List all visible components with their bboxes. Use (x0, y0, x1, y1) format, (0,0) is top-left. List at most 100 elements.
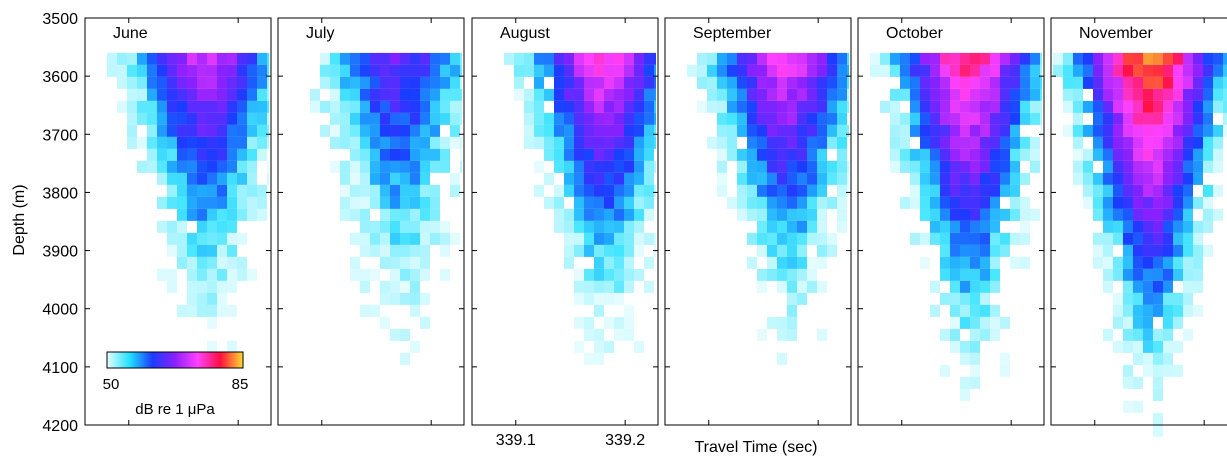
heatmap-cell (390, 196, 400, 209)
heatmap-cell (1163, 100, 1173, 113)
x-axis: 339.1 339.2 (496, 432, 646, 449)
heatmap-cell (1193, 172, 1203, 185)
heatmap-cell (594, 112, 604, 125)
heatmap-cell (1073, 76, 1083, 89)
heatmap-cell (920, 124, 930, 137)
heatmap-cell (1133, 352, 1143, 365)
heatmap-cell (430, 76, 440, 89)
heatmap-cell (1183, 136, 1193, 149)
heatmap-cell (574, 136, 584, 149)
heatmap-cell (930, 184, 940, 197)
heatmap-cell (1000, 148, 1010, 161)
heatmap-cell (624, 184, 634, 197)
heatmap-cell (187, 160, 197, 173)
heatmap-cell (644, 160, 654, 173)
heatmap-cell (787, 172, 797, 185)
heatmap-cell (910, 232, 920, 245)
heatmap-cell (1203, 88, 1213, 101)
heatmap-cell (320, 100, 330, 113)
heatmap-cell (777, 148, 787, 161)
heatmap-cell (1143, 304, 1153, 317)
heatmap-cell (1193, 244, 1203, 257)
heatmap-cell (787, 304, 797, 317)
heatmap-cell (624, 304, 634, 317)
heatmap-cell (930, 64, 940, 77)
heatmap-cell (737, 76, 747, 89)
heatmap-cell (1213, 64, 1223, 77)
heatmap-cell (604, 280, 614, 293)
heatmap-cell (410, 304, 420, 317)
heatmap-cell (1093, 196, 1103, 209)
heatmap-cell (430, 124, 440, 137)
heatmap-cell (177, 220, 187, 233)
heatmap-cell (1193, 136, 1203, 149)
heatmap-cell (900, 136, 910, 149)
x-axis-title: Travel Time (sec) (695, 439, 818, 456)
heatmap-cell (430, 196, 440, 209)
heatmap-cells (1053, 52, 1227, 437)
heatmap-cell (430, 100, 440, 113)
heatmap-cell (1153, 364, 1163, 377)
heatmap-cell (370, 220, 380, 233)
heatmap-cell (970, 124, 980, 137)
heatmap-cell (380, 136, 390, 149)
heatmap-cell (207, 124, 217, 137)
heatmap-cell (960, 268, 970, 281)
heatmap-cell (980, 220, 990, 233)
heatmap-cell (1153, 340, 1163, 353)
heatmap-cell (604, 292, 614, 305)
heatmap-cell (827, 64, 837, 77)
heatmap-cell (767, 160, 777, 173)
heatmap-cell (930, 160, 940, 173)
heatmap-cell (594, 232, 604, 245)
heatmap-cell (247, 160, 257, 173)
heatmap-cell (420, 160, 430, 173)
heatmap-cell (257, 52, 267, 65)
heatmap-cell (107, 64, 117, 77)
heatmap-cell (747, 256, 757, 269)
heatmap-cell (207, 148, 217, 161)
heatmap-cell (267, 112, 269, 125)
heatmap-cell (410, 148, 420, 161)
heatmap-cell (900, 112, 910, 125)
heatmap-cell (1173, 184, 1183, 197)
heatmap-cell (777, 52, 787, 65)
heatmap-cell (930, 88, 940, 101)
heatmap-cell (654, 100, 656, 113)
heatmap-cell (370, 184, 380, 197)
heatmap-cell (247, 172, 257, 185)
heatmap-cell (950, 316, 960, 329)
panel-september: September (664, 17, 852, 426)
heatmap-cell (634, 100, 644, 113)
heatmap-cell (574, 88, 584, 101)
heatmap-cell (157, 88, 167, 101)
heatmap-cell (847, 160, 849, 173)
heatmap-cell (564, 172, 574, 185)
heatmap-cell (757, 268, 767, 281)
heatmap-cell (177, 232, 187, 245)
heatmap-cell (257, 100, 267, 113)
heatmap-cell (1113, 160, 1123, 173)
heatmap-cell (1173, 76, 1183, 89)
heatmap-cell (604, 64, 614, 77)
heatmap-cell (1193, 148, 1203, 161)
heatmap-cell (574, 64, 584, 77)
heatmap-cell (1163, 220, 1173, 233)
heatmap-cell (970, 208, 980, 221)
heatmap-cell (1063, 100, 1073, 113)
heatmap-cell (950, 136, 960, 149)
heatmap-cell (1103, 208, 1113, 221)
heatmap-cell (207, 160, 217, 173)
heatmap-cell (564, 148, 574, 161)
heatmap-cell (950, 76, 960, 89)
heatmap-cell (330, 112, 340, 125)
heatmap-cell (207, 268, 217, 281)
heatmap-cell (247, 136, 257, 149)
heatmap-cell (544, 52, 554, 65)
heatmap-cell (564, 208, 574, 221)
heatmap-cell (950, 64, 960, 77)
heatmap-cell (267, 52, 269, 65)
heatmap-cell (767, 316, 777, 329)
heatmap-cell (827, 244, 837, 257)
heatmap-cell (247, 88, 257, 101)
